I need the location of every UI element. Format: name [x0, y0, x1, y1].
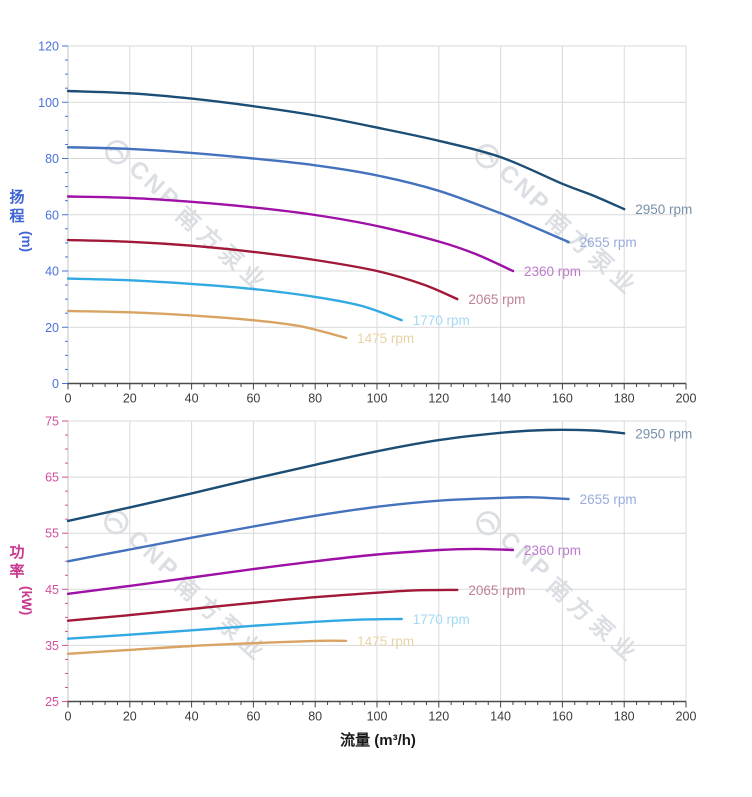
- y-tick-label: 45: [45, 583, 59, 597]
- x-tick-label: 40: [185, 392, 199, 406]
- curve-1475-rpm: [66, 309, 348, 340]
- x-tick-label: 140: [490, 392, 511, 406]
- y-axis-unit: (kW): [19, 586, 34, 615]
- x-axis-title: 流量 (m³/h): [340, 731, 416, 749]
- curve-1770-rpm: [66, 277, 403, 322]
- curve-label-1770-rpm: 1770 rpm: [413, 612, 470, 627]
- y-tick-label: 25: [45, 695, 59, 709]
- curve-1770-rpm: [66, 617, 403, 640]
- curve-2360-rpm: [66, 547, 515, 595]
- curve-label-1475-rpm: 1475 rpm: [357, 331, 414, 346]
- x-tick-label: 20: [123, 392, 137, 406]
- x-tick-label: 80: [308, 392, 322, 406]
- x-tick-label: 0: [65, 392, 72, 406]
- curve-2950-rpm: [66, 89, 626, 211]
- x-tick-label: 20: [123, 710, 137, 724]
- y-tick-label: 0: [52, 377, 59, 391]
- x-tick-label: 160: [552, 710, 573, 724]
- x-tick-label: 180: [614, 392, 635, 406]
- x-tick-label: 160: [552, 392, 573, 406]
- curve-2065-rpm: [66, 238, 459, 301]
- x-tick-label: 60: [246, 710, 260, 724]
- y-axis-title-char: 程: [9, 208, 24, 225]
- curve-label-2065-rpm: 2065 rpm: [468, 583, 525, 598]
- x-tick-label: 40: [185, 710, 199, 724]
- y-tick-label: 35: [45, 639, 59, 653]
- x-tick-label: 180: [614, 710, 635, 724]
- curve-2950-rpm: [66, 428, 626, 523]
- curve-label-2950-rpm: 2950 rpm: [635, 426, 692, 441]
- x-tick-label: 60: [246, 392, 260, 406]
- y-tick-label: 65: [45, 471, 59, 485]
- curve-label-2950-rpm: 2950 rpm: [635, 202, 692, 217]
- curve-2655-rpm: [66, 496, 570, 563]
- curve-2065-rpm: [66, 588, 459, 622]
- curve-label-2360-rpm: 2360 rpm: [524, 264, 581, 279]
- curve-label-2065-rpm: 2065 rpm: [468, 292, 525, 307]
- y-tick-label: 40: [45, 265, 59, 279]
- y-tick-label: 75: [45, 415, 59, 429]
- y-axis-title-char: 率: [9, 562, 24, 580]
- y-axis-title-char: 功: [9, 544, 24, 561]
- y-tick-label: 80: [45, 152, 59, 166]
- x-tick-label: 200: [676, 710, 697, 724]
- curve-label-2655-rpm: 2655 rpm: [580, 492, 637, 507]
- y-tick-label: 55: [45, 527, 59, 541]
- x-tick-label: 80: [308, 710, 322, 724]
- curve-2360-rpm: [66, 195, 515, 273]
- y-tick-label: 60: [45, 208, 59, 222]
- y-tick-label: 100: [38, 96, 59, 110]
- x-tick-label: 200: [676, 392, 697, 406]
- y-tick-label: 20: [45, 321, 59, 335]
- x-tick-label: 0: [65, 710, 72, 724]
- curve-label-2360-rpm: 2360 rpm: [524, 543, 581, 558]
- y-axis-title-char: 扬: [9, 188, 24, 206]
- curve-1475-rpm: [66, 639, 348, 655]
- curve-label-1475-rpm: 1475 rpm: [357, 634, 414, 649]
- x-tick-label: 120: [428, 710, 449, 724]
- y-axis-unit: (m): [19, 231, 34, 252]
- curve-2655-rpm: [66, 146, 570, 244]
- x-tick-label: 140: [490, 710, 511, 724]
- x-tick-label: 100: [367, 710, 388, 724]
- x-tick-label: 100: [367, 392, 388, 406]
- curve-label-1770-rpm: 1770 rpm: [413, 313, 470, 328]
- x-tick-label: 120: [428, 392, 449, 406]
- y-tick-label: 120: [38, 40, 59, 54]
- curve-label-2655-rpm: 2655 rpm: [580, 235, 637, 250]
